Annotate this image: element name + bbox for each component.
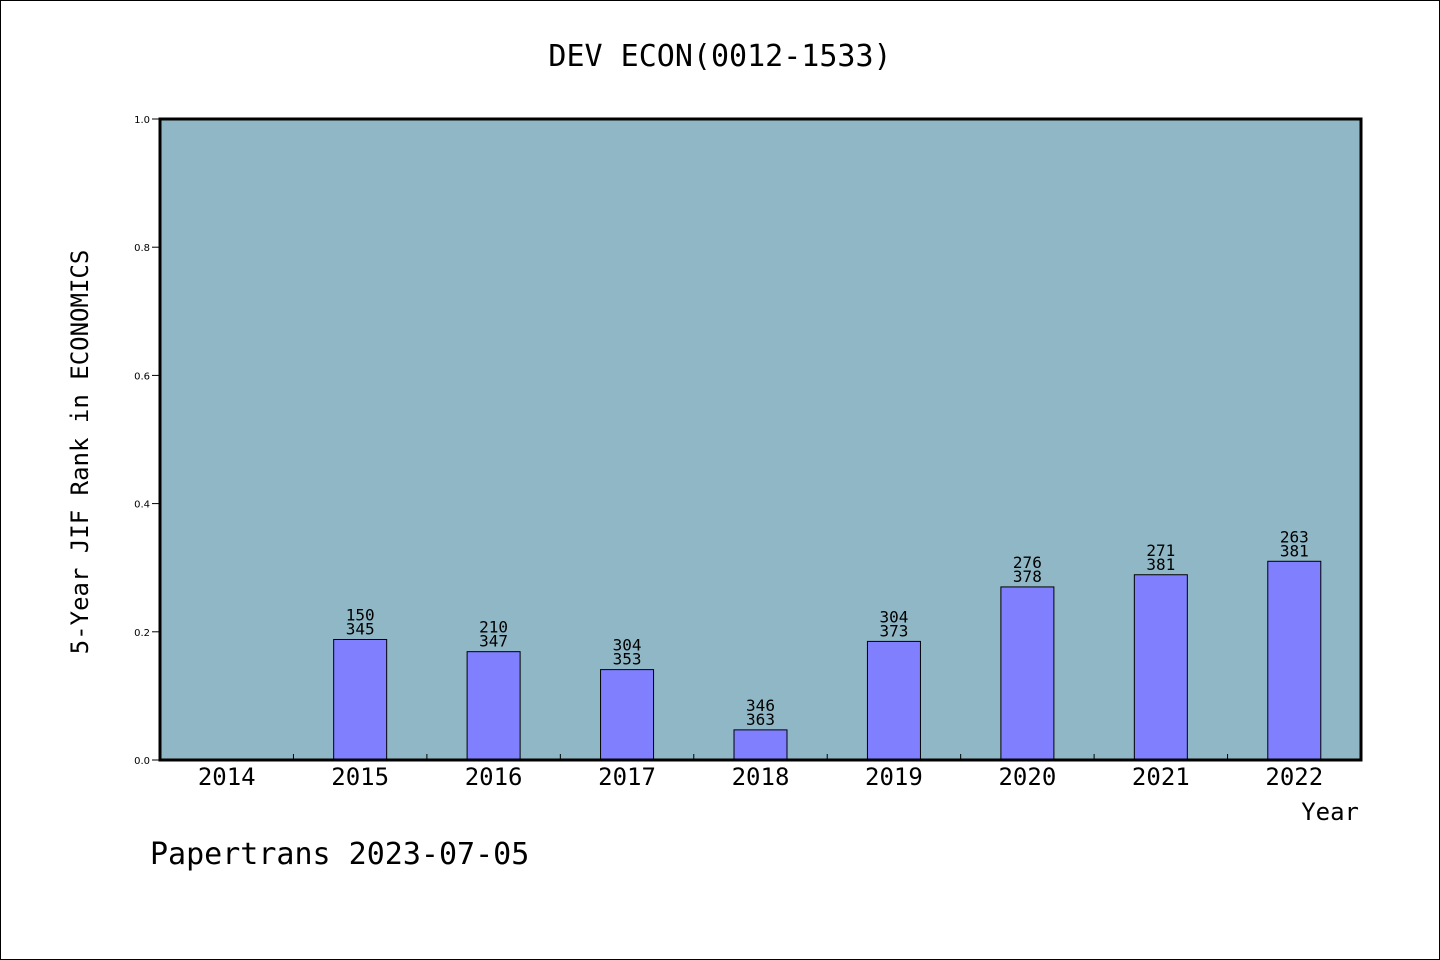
chart-title: DEV ECON(0012-1533) — [548, 39, 891, 74]
bar-2022 — [1267, 560, 1322, 761]
x-tick-label-2020: 2020 — [998, 763, 1056, 791]
x-tick-label-2018: 2018 — [732, 763, 790, 791]
bar-total-label-2021: 381 — [1146, 555, 1175, 574]
y-tick-label: 1.0 — [134, 115, 150, 126]
y-axis: 0.0 0.2 0.4 0.6 0.8 1.0 — [134, 115, 160, 767]
x-tick-label-2022: 2022 — [1265, 763, 1323, 791]
bar-2019 — [866, 640, 921, 761]
bar-rank-label-2021: 271 — [1146, 541, 1175, 560]
bar-rank-label-2020: 276 — [1013, 553, 1042, 572]
x-axis-label: Year — [1301, 798, 1359, 826]
y-tick-label: 0.6 — [134, 371, 150, 382]
bar-total-label-2018: 363 — [746, 710, 775, 729]
plot-border — [158, 117, 1363, 762]
x-axis: 2014 2015 2016 2017 2018 2019 2020 2021 2022 — [198, 754, 1323, 791]
bar-2016 — [466, 651, 521, 761]
bar-2017 — [600, 669, 655, 761]
bar-total-label-2019: 373 — [879, 621, 908, 640]
bar-total-label-2020: 378 — [1013, 567, 1042, 586]
bar-total-label-2015: 345 — [346, 619, 375, 638]
x-tick-label-2015: 2015 — [331, 763, 389, 791]
y-tick-label: 0.2 — [134, 628, 150, 639]
x-tick-label-2019: 2019 — [865, 763, 923, 791]
footer-text: Papertrans 2023-07-05 — [150, 837, 529, 872]
bar-total-label-2017: 353 — [613, 650, 642, 669]
x-tick-label-2014: 2014 — [198, 763, 256, 791]
y-axis-label: 5-Year JIF Rank in ECONOMICS — [66, 250, 94, 655]
bar-total-label-2016: 347 — [479, 632, 508, 651]
y-tick-label: 0.0 — [134, 756, 150, 767]
bar-rank-label-2022: 263 — [1280, 527, 1309, 546]
bar-2020 — [1000, 586, 1055, 761]
x-tick-label-2021: 2021 — [1132, 763, 1190, 791]
bar-total-label-2022: 381 — [1280, 541, 1309, 560]
bar-rank-label-2016: 210 — [479, 618, 508, 637]
bar-2015 — [333, 638, 388, 761]
y-tick-label: 0.4 — [134, 500, 150, 511]
x-tick-label-2017: 2017 — [598, 763, 656, 791]
bar-2021 — [1133, 574, 1188, 761]
x-tick-label-2016: 2016 — [465, 763, 523, 791]
bar-rank-label-2017: 304 — [613, 636, 642, 655]
bars-group — [333, 560, 1322, 761]
bar-rank-label-2019: 304 — [879, 607, 908, 626]
y-tick-label: 0.8 — [134, 243, 150, 254]
bar-2018 — [733, 729, 788, 761]
bar-rank-label-2015: 150 — [346, 605, 375, 624]
bar-rank-label-2018: 346 — [746, 696, 775, 715]
